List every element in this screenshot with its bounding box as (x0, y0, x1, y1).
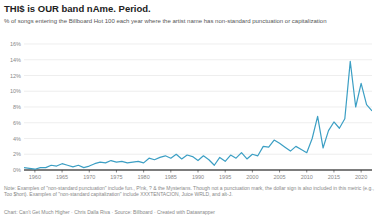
grid-line (24, 75, 372, 76)
note-line: Too $hort). Examples of "non-standard ca… (4, 191, 233, 197)
series (24, 61, 372, 169)
x-tick (116, 170, 117, 173)
y-tick-label: 12% (10, 73, 21, 79)
y-tick-label: 8% (13, 104, 21, 110)
subtitle: % of songs entering the Billboard Hot 10… (4, 18, 327, 24)
grid-line (24, 44, 372, 45)
x-tick (361, 170, 362, 173)
subtitle-line: % of songs entering the Billboard Hot 10… (4, 18, 327, 24)
x-tick (225, 170, 226, 173)
y-tick-label: 0% (13, 167, 21, 173)
x-tick-label: 1995 (219, 174, 231, 180)
x-tick (62, 170, 63, 173)
x-tick-label: 1970 (83, 174, 95, 180)
x-tick (170, 170, 171, 173)
chart: THI$ is OUR band nAme. Period. % of songs… (0, 0, 380, 220)
x-tick-label: 1965 (56, 174, 68, 180)
grid-line (24, 154, 372, 155)
grid (24, 44, 372, 170)
title: THI$ is OUR band nAme. Period. (4, 3, 151, 14)
x-tick (306, 170, 307, 173)
x-tick-label: 1990 (192, 174, 204, 180)
data-line (24, 61, 372, 169)
x-tick-label: 2010 (301, 174, 313, 180)
y-tick-label: 4% (13, 136, 21, 142)
x-tick (34, 170, 35, 173)
y-tick-label: 10% (10, 88, 21, 94)
x-tick-label: 2015 (328, 174, 340, 180)
x-tick-label: 2005 (273, 174, 285, 180)
x-tick (252, 170, 253, 173)
y-tick-label: 2% (13, 151, 21, 157)
x-tick-label: 2020 (355, 174, 367, 180)
x-tick (279, 170, 280, 173)
note: Note: Examples of "non-standard punctuat… (4, 185, 374, 197)
grid-line (24, 59, 372, 60)
y-tick-label: 16% (10, 41, 21, 47)
grid-line (24, 138, 372, 139)
x-tick (198, 170, 199, 173)
credit: Chart: Can't Get Much Higher · Chris Dal… (4, 209, 215, 215)
y-tick-label: 14% (10, 57, 21, 63)
y-tick-label: 6% (13, 120, 21, 126)
grid-line (24, 91, 372, 92)
x-tick-label: 1985 (165, 174, 177, 180)
x-tick-label: 1960 (29, 174, 41, 180)
x-tick-label: 1980 (138, 174, 150, 180)
x-tick (333, 170, 334, 173)
x-tick-label: 2000 (246, 174, 258, 180)
x-tick (143, 170, 144, 173)
x-tick (89, 170, 90, 173)
grid-line (24, 107, 372, 108)
x-tick-label: 1975 (110, 174, 122, 180)
grid-line (24, 122, 372, 123)
